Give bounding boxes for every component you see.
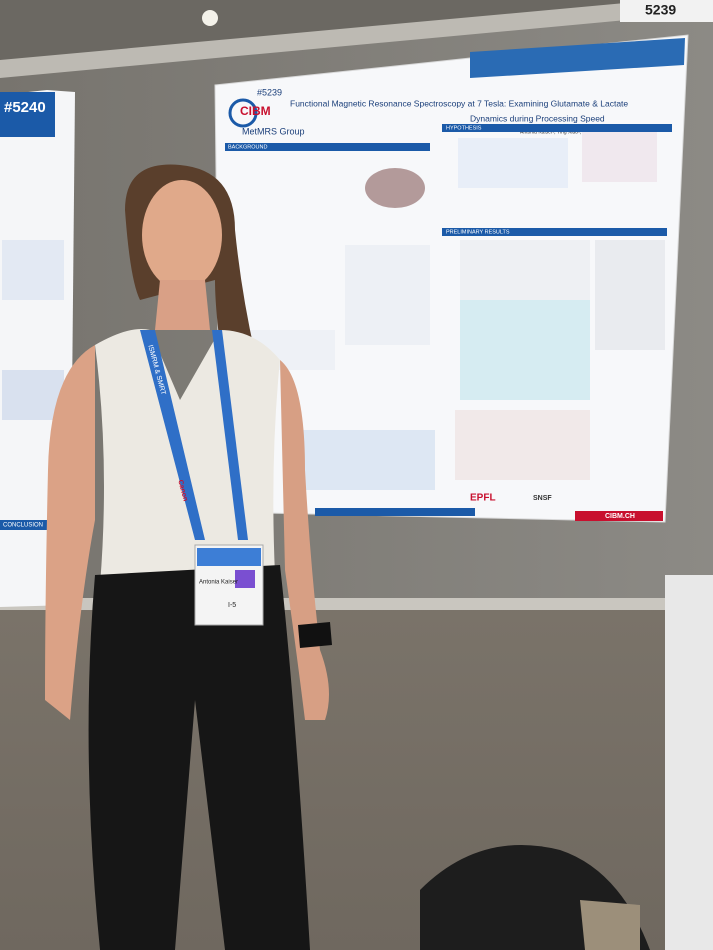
- results-figure: [460, 240, 590, 300]
- face: [142, 180, 222, 290]
- light: [202, 10, 218, 26]
- left-arm: [45, 345, 95, 720]
- participants-table: [595, 240, 665, 350]
- poster-banner: [470, 38, 685, 78]
- poster-title-line: Functional Magnetic Resonance Spectrosco…: [290, 98, 628, 108]
- results-figure: [455, 410, 590, 480]
- neck: [155, 280, 210, 330]
- section-bar: [442, 124, 672, 132]
- badge-code: I-5: [228, 602, 236, 609]
- conclusion-box: [300, 430, 435, 490]
- poster-title-line: Dynamics during Processing Speed: [470, 113, 605, 123]
- footer-url-bar: [575, 511, 663, 521]
- badge-header: [197, 548, 261, 566]
- left-poster-figure: [2, 370, 64, 420]
- poster-section: BACKGROUND: [228, 144, 267, 150]
- poster-section: HYPOTHESIS: [446, 125, 482, 131]
- left-poster-section: CONCLUSION: [3, 523, 43, 529]
- section-bar: [442, 228, 667, 236]
- hypothesis-figure: [458, 138, 568, 188]
- left-poster-figure: [2, 240, 64, 300]
- poster-footer: SNSF: [533, 495, 552, 502]
- backpack-pattern: [580, 900, 640, 950]
- tag-text: 5239: [645, 2, 676, 18]
- board-frame: [0, 0, 713, 78]
- cibm-logo-ring: [228, 98, 258, 128]
- poster-authors: Antonia Kaiser¹, Ying Xiao¹, Mark Widmai…: [520, 129, 643, 135]
- badge-name: Antonia Kaiser: [199, 580, 238, 586]
- black-trousers: [88, 565, 310, 950]
- results-figure: [460, 300, 590, 400]
- lanyard-strap: [140, 330, 205, 540]
- section-bar: [225, 143, 430, 151]
- lanyard-strap: [212, 330, 248, 540]
- poster-number: #5239: [257, 87, 282, 97]
- poster-section: PRELIMINARY RESULTS: [446, 229, 510, 235]
- left-poster-number: #5240: [4, 99, 46, 116]
- spectrum-figure: [345, 245, 430, 345]
- badge-flag: [235, 570, 255, 588]
- hypothesis-figure: [582, 132, 657, 182]
- white-top: [95, 329, 280, 585]
- left-poster-header: [0, 92, 55, 137]
- board-tag: [620, 0, 713, 22]
- poster-footer: EPFL: [470, 493, 496, 504]
- left-poster-section-bar: [0, 520, 55, 530]
- footer-bar: [315, 508, 475, 516]
- poster-logo: CIBM: [240, 104, 271, 118]
- watch: [298, 622, 332, 648]
- poster-group: MetMRS Group: [242, 126, 305, 136]
- poster-footer: CIBM.CH: [605, 513, 635, 520]
- poster-tube: [665, 575, 713, 950]
- brain-image: [365, 168, 425, 208]
